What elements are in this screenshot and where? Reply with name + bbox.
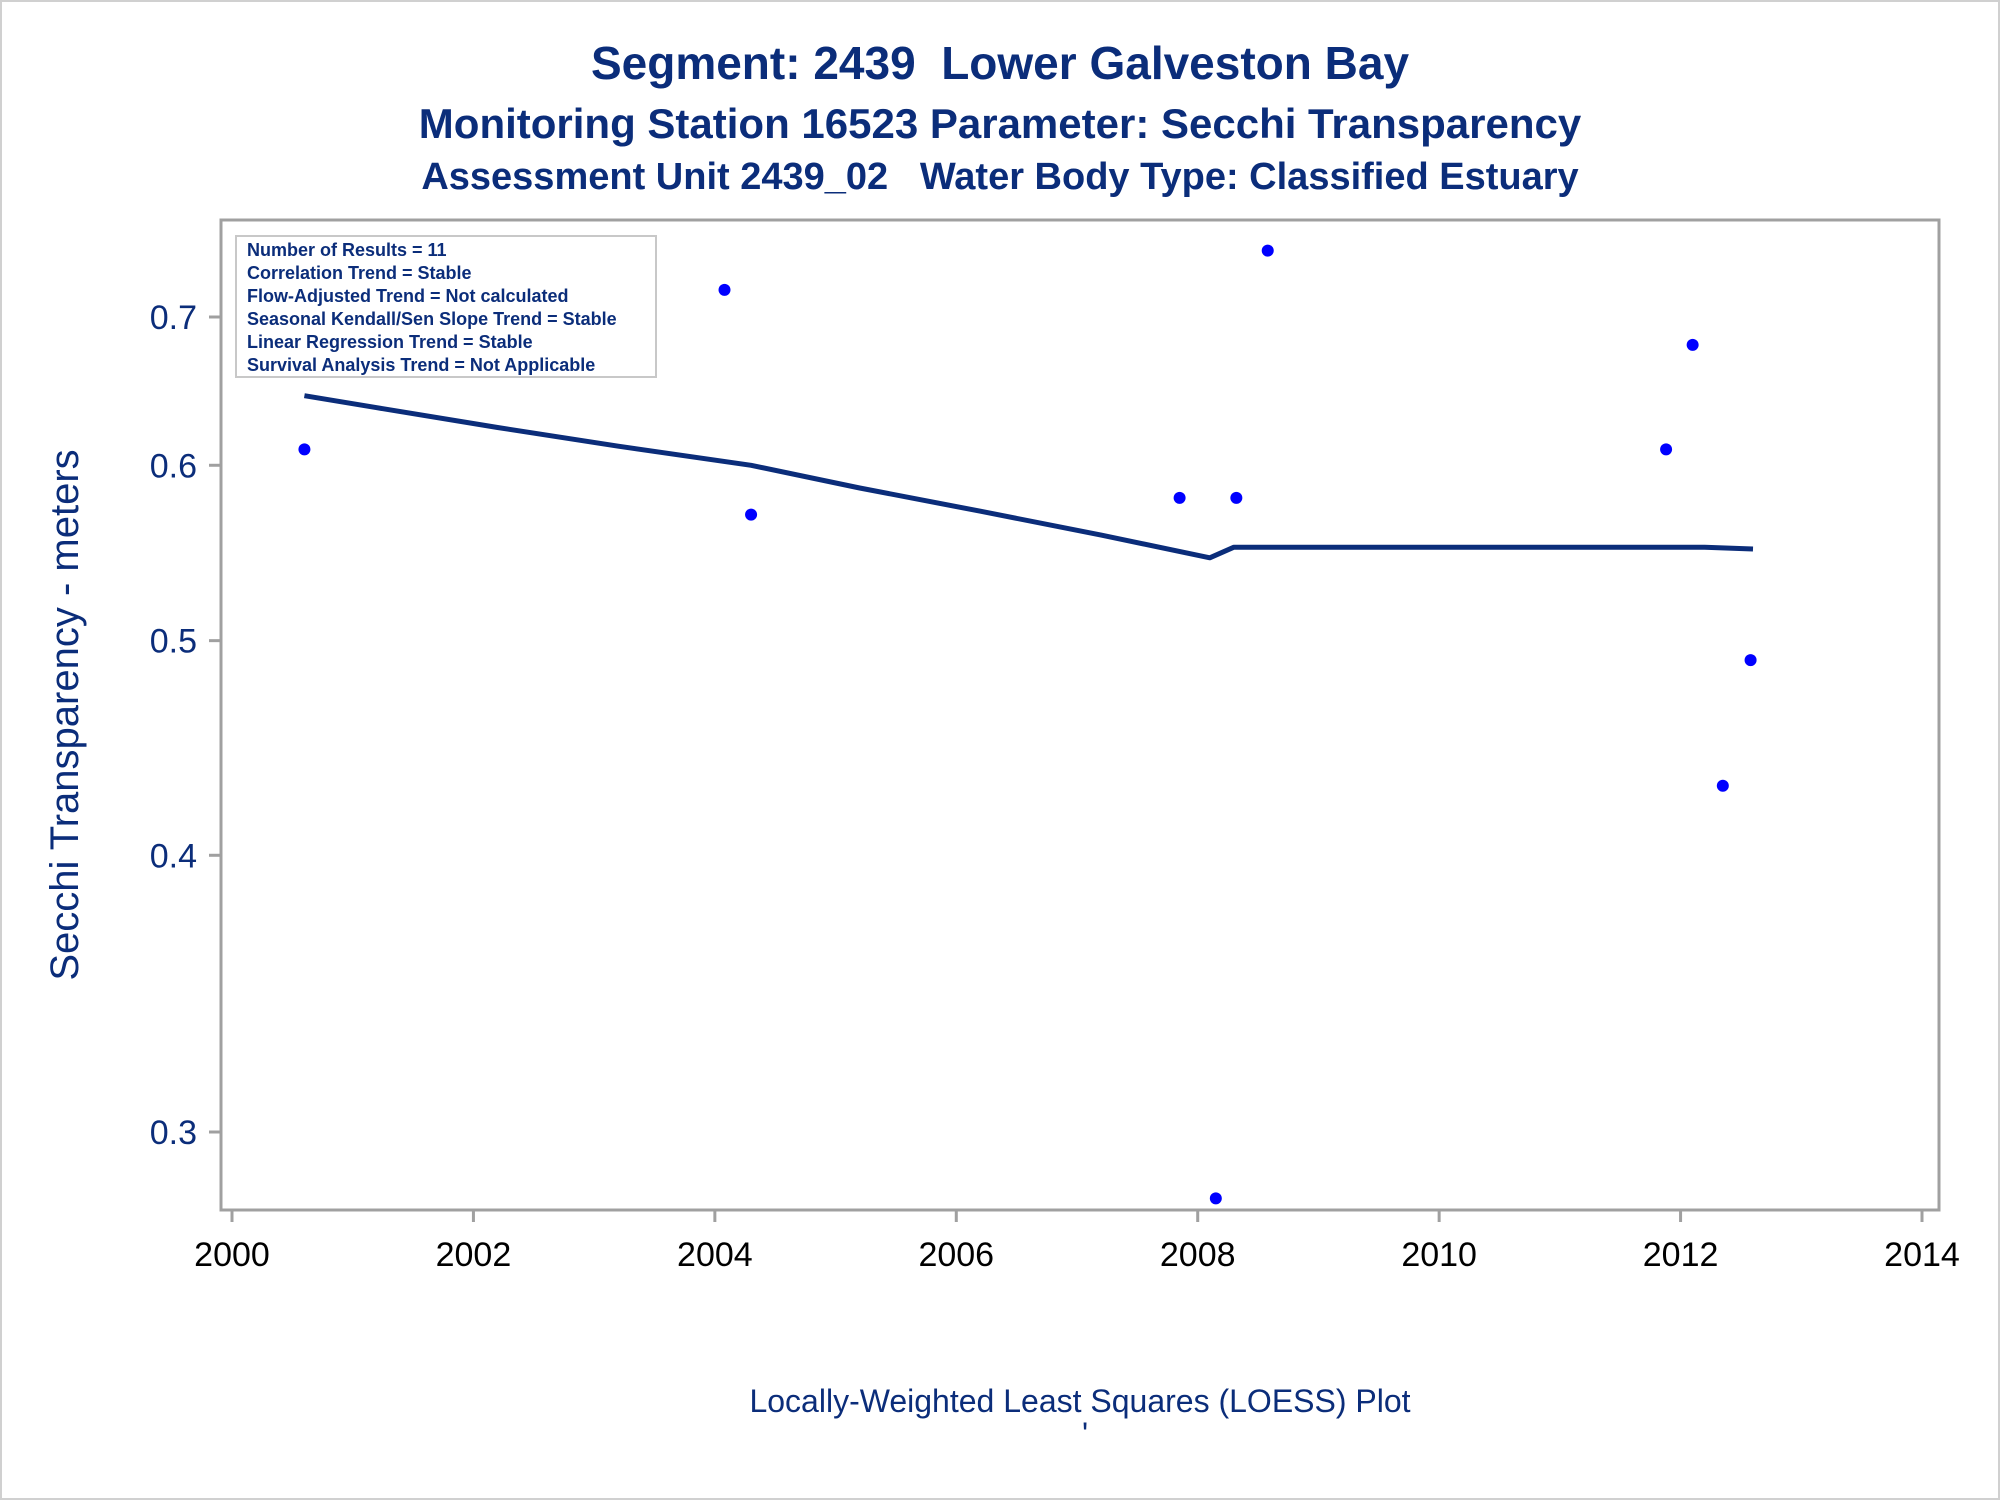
data-point [1261, 244, 1274, 257]
chart-marks [298, 244, 1757, 1205]
x-tick-label: 2014 [1884, 1236, 1960, 1274]
stats-line: Number of Results = 11 [247, 240, 447, 260]
x-tick-label: 2000 [194, 1236, 270, 1274]
x-tick-label: 2010 [1401, 1236, 1477, 1274]
chart-subtitle-2: Assessment Unit 2439_02 Water Body Type:… [421, 156, 1579, 198]
stats-line: Survival Analysis Trend = Not Applicable [247, 355, 595, 375]
x-tick-label: 2008 [1160, 1236, 1236, 1274]
data-point [1209, 1192, 1222, 1205]
x-tick-label: 2012 [1643, 1236, 1719, 1274]
data-point [298, 443, 311, 456]
y-axis-label: Secchi Transparency - meters [43, 449, 87, 980]
y-tick-label: 0.5 [150, 623, 197, 661]
data-point [745, 508, 758, 521]
data-point [1173, 491, 1186, 504]
stats-line: Flow-Adjusted Trend = Not calculated [247, 286, 569, 306]
y-tick-label: 0.4 [150, 837, 197, 875]
y-axis: 0.3 0.4 0.5 0.6 0.7 [150, 299, 221, 1152]
stats-box: Number of Results = 11 Correlation Trend… [235, 235, 657, 378]
x-tick-label: 2002 [436, 1236, 512, 1274]
x-tick-label: 2006 [918, 1236, 994, 1274]
data-point [1686, 338, 1699, 351]
y-tick-label: 0.3 [150, 1114, 197, 1152]
stats-line: Linear Regression Trend = Stable [247, 332, 533, 352]
x-axis: 2000 2002 2004 2006 2008 2010 2012 2014 [194, 1210, 1960, 1274]
data-point [1660, 443, 1673, 456]
stats-line: Correlation Trend = Stable [247, 263, 472, 283]
loess-line [303, 393, 1754, 561]
data-point [1744, 654, 1757, 667]
y-tick-label: 0.6 [150, 447, 197, 485]
plot-area [219, 218, 1941, 1212]
y-tick-label: 0.7 [150, 299, 197, 337]
footnote-mark: ' [1082, 1416, 1088, 1452]
x-axis-label: Locally-Weighted Least Squares (LOESS) P… [749, 1383, 1410, 1419]
chart-subtitle: Monitoring Station 16523 Parameter: Secc… [418, 100, 1582, 147]
data-point [1716, 779, 1729, 792]
x-tick-label: 2004 [677, 1236, 753, 1274]
stats-box-border [235, 235, 657, 378]
stats-line: Seasonal Kendall/Sen Slope Trend = Stabl… [247, 309, 617, 329]
data-point [718, 283, 731, 296]
data-point [1230, 491, 1243, 504]
chart-title: Segment: 2439 Lower Galveston Bay [590, 37, 1410, 89]
